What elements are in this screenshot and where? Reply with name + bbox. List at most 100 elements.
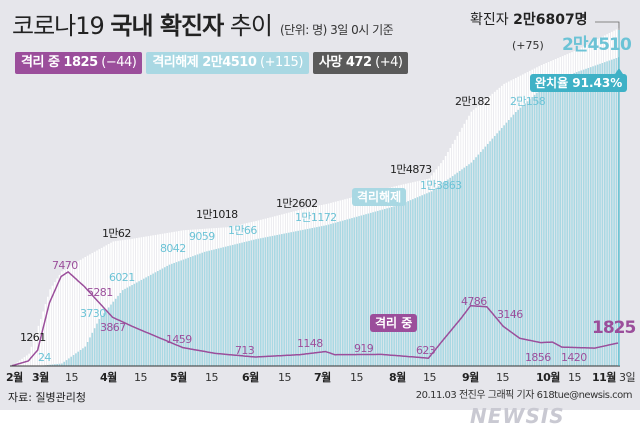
bar-released	[220, 247, 222, 366]
bar-released	[505, 122, 508, 367]
bar-released	[234, 244, 236, 366]
bar-released	[47, 364, 49, 366]
bar-released	[419, 196, 421, 366]
bar-released	[103, 313, 105, 366]
bar-released	[456, 172, 459, 366]
bar-released	[79, 349, 82, 366]
bar-released	[222, 247, 225, 366]
bar-released	[86, 341, 89, 366]
bar-released	[281, 234, 283, 366]
bar-released	[557, 80, 559, 367]
bar-released	[292, 231, 295, 366]
bar-released	[68, 358, 70, 366]
bar-released	[444, 181, 447, 366]
bar-released	[152, 273, 154, 366]
x-tick-label: 15	[65, 371, 79, 384]
label-isolating: 5281	[87, 286, 113, 299]
bar-released	[568, 75, 571, 366]
bar-released	[330, 223, 332, 366]
bar-released	[112, 301, 115, 366]
label-released: 24	[38, 351, 51, 364]
bar-released	[203, 251, 206, 366]
bar-released	[606, 61, 608, 366]
bar-released	[587, 67, 590, 366]
bar-confirmed	[96, 250, 98, 366]
bar-released	[154, 272, 157, 366]
x-tick-label: 15	[134, 371, 148, 384]
bar-released	[313, 227, 316, 366]
x-tick-label: 15	[423, 371, 437, 384]
bar-confirmed	[98, 249, 101, 366]
bar-released	[421, 195, 424, 366]
bar-released	[311, 228, 314, 366]
bar-released	[412, 199, 414, 366]
bar-confirmed	[63, 269, 65, 366]
bar-released	[276, 234, 278, 366]
bar-released	[185, 258, 187, 366]
bar-released	[82, 348, 84, 366]
label-released: 8042	[160, 242, 186, 255]
bar-released	[135, 282, 138, 366]
bar-released	[426, 193, 428, 366]
bar-confirmed	[110, 242, 112, 366]
bar-released	[175, 262, 178, 366]
bar-released	[70, 356, 73, 366]
bar-released	[341, 220, 344, 366]
bar-released	[398, 205, 400, 366]
bar-released	[405, 202, 407, 366]
bar-released	[510, 117, 512, 366]
x-tick-label: 2월	[6, 371, 23, 384]
bar-confirmed	[77, 261, 80, 366]
bar-released	[107, 307, 110, 366]
bar-released	[201, 252, 204, 366]
label-isolating: 4786	[461, 295, 487, 308]
summary-badges: 격리 중 1825 (−44) 격리해제 2만4510 (+115) 사망 47…	[15, 52, 409, 74]
bar-released	[206, 251, 208, 366]
bar-released	[119, 293, 122, 366]
bar-released	[540, 88, 543, 367]
bar-released	[391, 207, 393, 366]
bar-confirmed	[47, 296, 49, 366]
bar-released	[435, 187, 438, 366]
bar-released	[56, 363, 58, 366]
bar-released	[613, 58, 615, 367]
header: 코로나19 국내 확진자 추이 (단위: 명) 3일 0시 기준	[12, 14, 394, 38]
label-isolating: 7470	[52, 259, 78, 272]
bar-confirmed	[91, 253, 94, 366]
bar-released	[248, 240, 250, 366]
total-leader-line	[595, 21, 620, 30]
bar-confirmed	[49, 289, 51, 366]
bar-released	[63, 361, 65, 366]
bar-released	[484, 146, 487, 366]
bar-released	[374, 211, 377, 366]
bar-released	[161, 268, 164, 366]
bar-confirmed	[75, 262, 77, 366]
bar-confirmed	[100, 247, 103, 366]
bar-released	[578, 71, 580, 367]
bar-released	[596, 64, 599, 367]
bar-released	[585, 68, 587, 367]
x-tick-label: 9월	[462, 371, 479, 384]
bar-released	[496, 133, 498, 366]
bar-released	[550, 83, 552, 367]
x-tick-label: 15	[350, 371, 364, 384]
x-tick-label: 5월	[170, 371, 187, 384]
bar-released	[89, 337, 91, 366]
bar-released	[409, 200, 412, 366]
bar-released	[316, 227, 318, 366]
bar-confirmed	[56, 278, 58, 366]
bar-released	[306, 228, 309, 366]
unit-note: (단위: 명) 3일 0시 기준	[279, 23, 394, 37]
bar-confirmed	[40, 318, 42, 366]
bar-released	[538, 90, 541, 366]
x-tick-label: 15	[278, 371, 292, 384]
bar-released	[93, 328, 96, 366]
x-tick-label: 7월	[314, 371, 331, 384]
bar-released	[117, 295, 119, 366]
label-isolating: 1420	[561, 351, 587, 364]
bar-released	[543, 87, 545, 366]
bar-released	[348, 218, 351, 366]
bar-released	[194, 255, 197, 366]
bar-released	[238, 243, 241, 366]
bar-released	[594, 65, 597, 366]
